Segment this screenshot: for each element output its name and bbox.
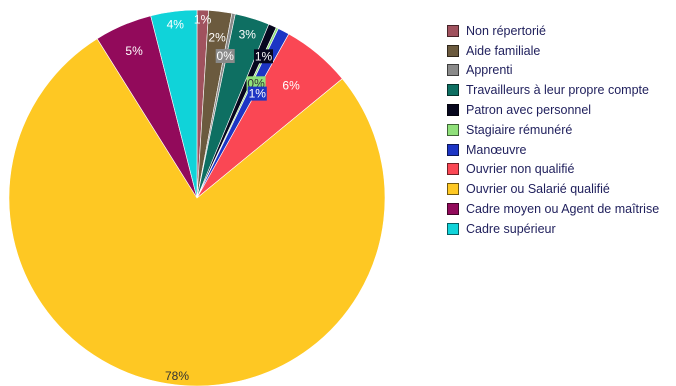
slice-label-background [247,86,267,101]
slice-value-label: 3% [239,28,257,42]
legend-label: Ouvrier non qualifié [466,162,575,177]
legend-label: Stagiaire rémunéré [466,122,573,137]
slice-value-label: 0% [217,49,235,63]
legend-swatch [447,104,459,117]
chart-legend: Non répertorié Aide familiale Apprenti Trav… [447,21,659,239]
legend-swatch [447,44,459,57]
legend-item[interactable]: Cadre moyen ou Agent de maîtrise [447,199,659,219]
legend-label: Travailleurs à leur propre compte [466,83,649,98]
slice-value-label: 78% [165,369,189,383]
legend-swatch [447,64,459,77]
pie-slices [8,9,386,386]
legend-swatch [447,84,459,97]
legend-item[interactable]: Ouvrier non qualifié [447,160,659,180]
pie-slice[interactable] [150,9,198,199]
legend-label: Cadre moyen ou Agent de maîtrise [466,202,660,217]
legend-item[interactable]: Stagiaire rémunéré [447,120,659,140]
legend-label: Patron avec personnel [466,103,592,118]
slice-value-label: 1% [255,49,273,63]
legend-item[interactable]: Aide familiale [447,41,659,61]
slice-value-label: 2% [208,31,226,45]
legend-item[interactable]: Patron avec personnel [447,100,659,120]
legend-item[interactable]: Non répertorié [447,21,659,41]
pie-slice[interactable] [8,38,386,386]
legend-label: Non répertorié [466,23,546,38]
legend-label: Cadre supérieur [466,221,556,236]
legend-swatch [447,163,459,176]
legend-item[interactable]: Apprenti [447,61,659,81]
legend-label: Ouvrier ou Salarié qualifié [466,182,610,197]
legend-swatch [447,183,459,196]
legend-item[interactable]: Manœuvre [447,140,659,160]
slice-value-label: 5% [125,44,143,58]
legend-label: Manœuvre [466,142,527,157]
legend-item[interactable]: Ouvrier ou Salarié qualifié [447,179,659,199]
pie-labels: 1%2%0%3%1%0%1%6%78%5%4% [125,13,300,384]
legend-label: Aide familiale [466,43,541,58]
legend-swatch [447,24,459,37]
legend-item[interactable]: Cadre supérieur [447,219,659,239]
legend-item[interactable]: Travailleurs à leur propre compte [447,80,659,100]
slice-value-label: 6% [282,79,300,93]
legend-swatch [447,143,459,156]
slice-value-label: 1% [249,87,267,101]
legend-label: Apprenti [466,63,513,78]
slice-value-label: 4% [167,18,185,32]
slice-label-background [215,49,235,63]
slice-label-background [254,49,273,64]
legend-swatch [447,203,459,216]
slice-value-label: 1% [194,13,212,27]
legend-swatch [447,123,459,136]
legend-swatch [447,222,459,235]
